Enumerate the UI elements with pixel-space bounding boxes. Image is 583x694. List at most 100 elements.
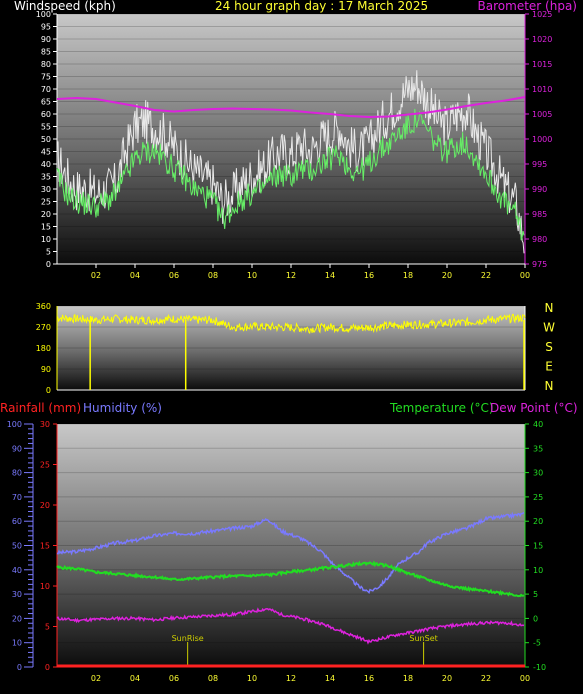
climate-x-tick-label: 18 bbox=[403, 674, 413, 683]
wind-y-tick-label: 25 bbox=[41, 198, 51, 207]
baro-y-tick-label: 1005 bbox=[532, 110, 552, 119]
baro-y-tick-label: 1020 bbox=[532, 35, 552, 44]
temp-y-tick-label: 15 bbox=[533, 542, 543, 551]
rain-y-tick-label: 30 bbox=[40, 420, 50, 429]
wind-y-tick-label: 85 bbox=[41, 48, 51, 57]
direction-y-tick-label: 0 bbox=[46, 386, 51, 395]
wind-y-tick-label: 35 bbox=[41, 173, 51, 182]
wind-y-tick-label: 90 bbox=[41, 35, 51, 44]
wind-x-tick-label: 20 bbox=[442, 271, 452, 280]
wind-y-tick-label: 15 bbox=[41, 223, 51, 232]
climate-x-tick-label: 12 bbox=[286, 674, 296, 683]
barometer-series bbox=[56, 96, 526, 119]
temp-y-tick-label: 20 bbox=[533, 517, 543, 526]
compass-label: N bbox=[545, 301, 554, 315]
wind-y-tick-label: 75 bbox=[41, 73, 51, 82]
wind-average-series bbox=[56, 108, 525, 241]
temp-y-tick-label: 0 bbox=[533, 614, 538, 623]
baro-y-tick-label: 975 bbox=[532, 260, 547, 269]
humidity-y-tick-label: 40 bbox=[12, 566, 22, 575]
rain-y-tick-label: 20 bbox=[40, 501, 50, 510]
wind-gust-series bbox=[56, 70, 525, 254]
humidity-y-tick-label: 30 bbox=[12, 590, 22, 599]
dewpoint-series bbox=[56, 607, 525, 645]
wind-x-tick-label: 06 bbox=[169, 271, 179, 280]
wind-y-tick-label: 50 bbox=[41, 135, 51, 144]
baro-y-tick-label: 1000 bbox=[532, 135, 552, 144]
wind-x-tick-label: 16 bbox=[364, 271, 374, 280]
wind-y-tick-label: 45 bbox=[41, 148, 51, 157]
direction-y-tick-label: 90 bbox=[41, 365, 51, 374]
wind-x-tick-label: 02 bbox=[91, 271, 101, 280]
compass-label: W bbox=[543, 321, 555, 335]
wind-x-tick-label: 10 bbox=[247, 271, 257, 280]
wind-y-tick-label: 40 bbox=[41, 160, 51, 169]
temperature-series bbox=[56, 560, 525, 598]
rain-y-tick-label: 0 bbox=[45, 663, 50, 672]
humidity-y-tick-label: 70 bbox=[12, 493, 22, 502]
humidity-y-tick-label: 80 bbox=[12, 469, 22, 478]
wind-y-tick-label: 80 bbox=[41, 60, 51, 69]
climate-plot-area bbox=[57, 424, 525, 667]
temp-y-tick-label: 25 bbox=[533, 493, 543, 502]
temperature-axis-title: Temperature (°C) bbox=[390, 401, 494, 415]
temp-y-tick-label: 40 bbox=[533, 420, 543, 429]
climate-x-tick-label: 04 bbox=[130, 674, 140, 683]
rain-y-tick-label: 15 bbox=[40, 542, 50, 551]
baro-y-tick-label: 985 bbox=[532, 210, 547, 219]
rainfall-axis-title: Rainfall (mm) bbox=[0, 401, 82, 415]
humidity-series bbox=[56, 511, 525, 595]
climate-x-tick-label: 10 bbox=[247, 674, 257, 683]
rain-y-tick-label: 25 bbox=[40, 461, 50, 470]
climate-x-tick-label: 20 bbox=[442, 674, 452, 683]
wind-x-tick-label: 12 bbox=[286, 271, 296, 280]
climate-x-tick-label: 02 bbox=[91, 674, 101, 683]
barometer-axis-title: Barometer (hpa) bbox=[477, 0, 577, 13]
wind-axis-title: Windspeed (kph) bbox=[14, 0, 116, 13]
wind-y-tick-label: 95 bbox=[41, 23, 51, 32]
direction-y-tick-label: 270 bbox=[36, 323, 51, 332]
humidity-axis-title: Humidity (%) bbox=[83, 401, 162, 415]
dewpoint-axis-title: Dew Point (°C) bbox=[490, 401, 578, 415]
humidity-y-tick-label: 0 bbox=[17, 663, 22, 672]
baro-y-tick-label: 995 bbox=[532, 160, 547, 169]
sun-marker-label: SunSet bbox=[409, 634, 437, 643]
wind-y-tick-label: 55 bbox=[41, 123, 51, 132]
rain-y-tick-label: 10 bbox=[40, 582, 50, 591]
baro-y-tick-label: 980 bbox=[532, 235, 547, 244]
climate-x-tick-label: 22 bbox=[481, 674, 491, 683]
chart-title: 24 hour graph day : 17 March 2025 bbox=[215, 0, 429, 13]
humidity-y-tick-label: 10 bbox=[12, 639, 22, 648]
temp-y-tick-label: 10 bbox=[533, 566, 543, 575]
climate-x-tick-label: 14 bbox=[325, 674, 335, 683]
compass-label: E bbox=[545, 360, 553, 374]
humidity-y-tick-label: 100 bbox=[7, 420, 22, 429]
wind-y-tick-label: 5 bbox=[46, 248, 51, 257]
humidity-y-tick-label: 90 bbox=[12, 444, 22, 453]
humidity-y-tick-label: 50 bbox=[12, 542, 22, 551]
temp-y-tick-label: 5 bbox=[533, 590, 538, 599]
humidity-y-tick-label: 20 bbox=[12, 614, 22, 623]
temp-y-tick-label: 30 bbox=[533, 469, 543, 478]
wind-y-tick-label: 10 bbox=[41, 235, 51, 244]
wind-x-tick-label: 08 bbox=[208, 271, 218, 280]
wind-y-tick-label: 0 bbox=[46, 260, 51, 269]
wind-x-tick-label: 14 bbox=[325, 271, 335, 280]
humidity-y-tick-label: 60 bbox=[12, 517, 22, 526]
temp-y-tick-label: -10 bbox=[533, 663, 546, 672]
wind-x-tick-label: 00 bbox=[520, 271, 530, 280]
climate-x-tick-label: 16 bbox=[364, 674, 374, 683]
compass-label: S bbox=[545, 340, 553, 354]
direction-y-tick-label: 360 bbox=[36, 302, 51, 311]
temp-y-tick-label: 35 bbox=[533, 444, 543, 453]
climate-x-tick-label: 08 bbox=[208, 674, 218, 683]
wind-x-tick-label: 22 bbox=[481, 271, 491, 280]
wind-x-tick-label: 18 bbox=[403, 271, 413, 280]
direction-series bbox=[56, 313, 526, 335]
temp-y-tick-label: -5 bbox=[533, 639, 541, 648]
wind-y-tick-label: 20 bbox=[41, 210, 51, 219]
sun-marker-label: SunRise bbox=[172, 634, 204, 643]
wind-y-tick-label: 30 bbox=[41, 185, 51, 194]
